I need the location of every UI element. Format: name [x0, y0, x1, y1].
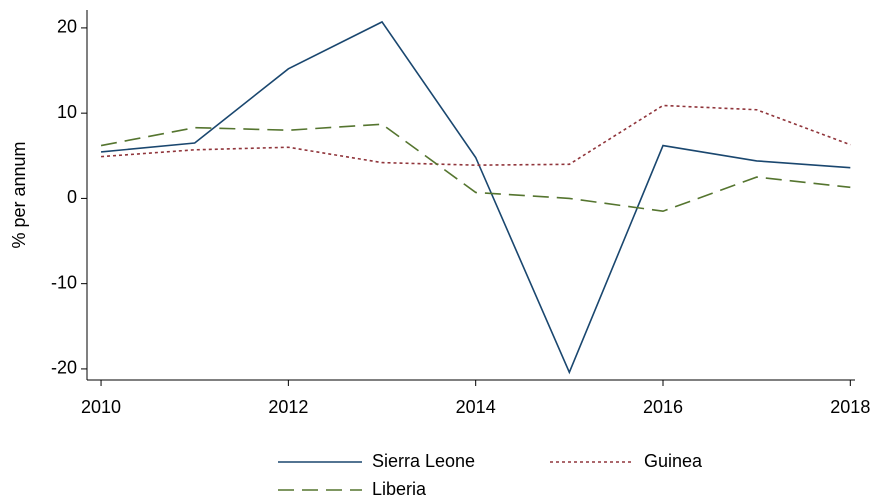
y-tick-label: 10	[57, 102, 77, 122]
x-tick-label: 2014	[456, 397, 496, 417]
x-tick-label: 2016	[643, 397, 683, 417]
y-axis-label: % per annum	[9, 141, 29, 248]
legend-label: Sierra Leone	[372, 451, 475, 471]
y-tick-label: 20	[57, 17, 77, 37]
legend-label: Guinea	[644, 451, 703, 471]
y-tick-label: 0	[67, 187, 77, 207]
y-tick-label: -20	[51, 358, 77, 378]
x-tick-label: 2018	[830, 397, 870, 417]
line-series	[100, 123, 851, 213]
legend-label: Liberia	[372, 479, 427, 499]
x-tick-label: 2012	[268, 397, 308, 417]
x-tick-label: 2010	[81, 397, 121, 417]
line-series	[100, 104, 851, 166]
y-tick-label: -10	[51, 272, 77, 292]
line-series	[100, 20, 851, 375]
